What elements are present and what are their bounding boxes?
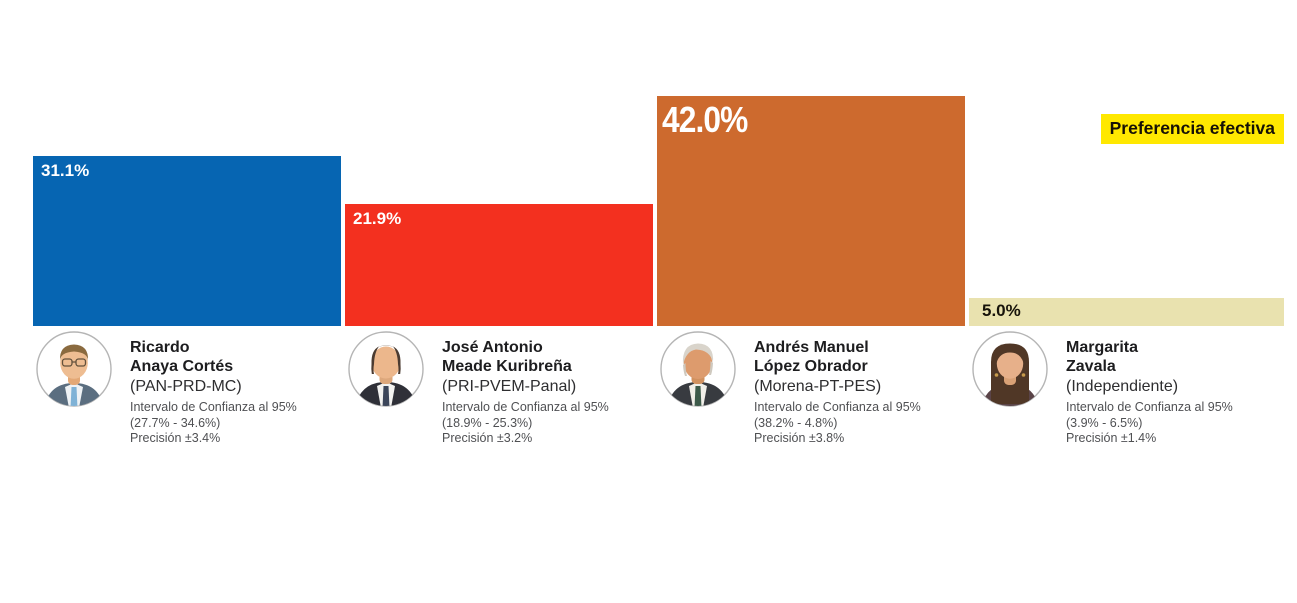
confidence-interval-title: Intervalo de Confianza al 95%: [442, 400, 609, 414]
candidate-name-line1: José Antonio: [442, 339, 543, 356]
candidate-card-meade: José Antonio Meade Kuribreña (PRI-PVEM-P…: [345, 330, 657, 450]
amlo-photo: [659, 330, 737, 408]
candidate-card-zavala: Margarita Zavala (Independiente) Interva…: [969, 330, 1281, 450]
candidate-card-lopez-obrador: Andrés Manuel López Obrador (Morena-PT-P…: [657, 330, 969, 450]
confidence-interval-title: Intervalo de Confianza al 95%: [754, 400, 921, 414]
confidence-interval-range: (3.9% - 6.5%): [1066, 415, 1143, 430]
candidate-name-line1: Ricardo: [130, 339, 190, 356]
candidate-name-line2: Anaya Cortés: [130, 358, 234, 375]
candidate-name-line2: Zavala: [1066, 358, 1116, 375]
candidate-party: (Morena-PT-PES): [754, 378, 882, 395]
precision-label: Precisión ±1.4%: [1066, 431, 1157, 445]
candidate-party: (Independiente): [1066, 378, 1179, 395]
confidence-interval-range: (38.2% - 4.8%): [754, 415, 838, 430]
confidence-interval-range: (27.7% - 34.6%): [130, 415, 221, 430]
confidence-interval-range: (18.9% - 25.3%): [442, 415, 533, 430]
bar-anaya: 31.1%: [33, 156, 341, 326]
bar-value-label: 5.0%: [982, 301, 1021, 320]
bar-lopez-obrador: 42.0%: [657, 96, 965, 326]
candidate-name-line1: Andrés Manuel: [754, 339, 869, 356]
candidate-card-anaya: Ricardo Anaya Cortés (PAN-PRD-MC) Interv…: [33, 330, 345, 450]
bar-value-label: 31.1%: [41, 161, 90, 180]
precision-label: Precisión ±3.8%: [754, 431, 845, 445]
candidate-party: (PRI-PVEM-Panal): [442, 378, 577, 395]
legend-badge: Preferencia efectiva: [1100, 114, 1284, 144]
bar-meade: 21.9%: [345, 204, 653, 326]
ricardo-anaya-photo: [35, 330, 113, 408]
bar-value-label: 21.9%: [353, 209, 402, 228]
precision-label: Precisión ±3.2%: [442, 431, 533, 445]
confidence-interval-title: Intervalo de Confianza al 95%: [130, 400, 297, 414]
precision-label: Precisión ±3.4%: [130, 431, 221, 445]
confidence-interval-title: Intervalo de Confianza al 95%: [1066, 400, 1233, 414]
candidate-name-line2: Meade Kuribreña: [442, 358, 572, 375]
bar-value-label: 42.0%: [662, 99, 748, 140]
candidate-name-line1: Margarita: [1066, 339, 1139, 356]
candidate-party: (PAN-PRD-MC): [130, 378, 242, 395]
bar-zavala: 5.0%: [969, 298, 1284, 326]
candidate-name-line2: López Obrador: [754, 358, 868, 375]
margarita-zavala-photo: [971, 330, 1049, 408]
jose-antonio-meade-photo: [347, 330, 425, 408]
